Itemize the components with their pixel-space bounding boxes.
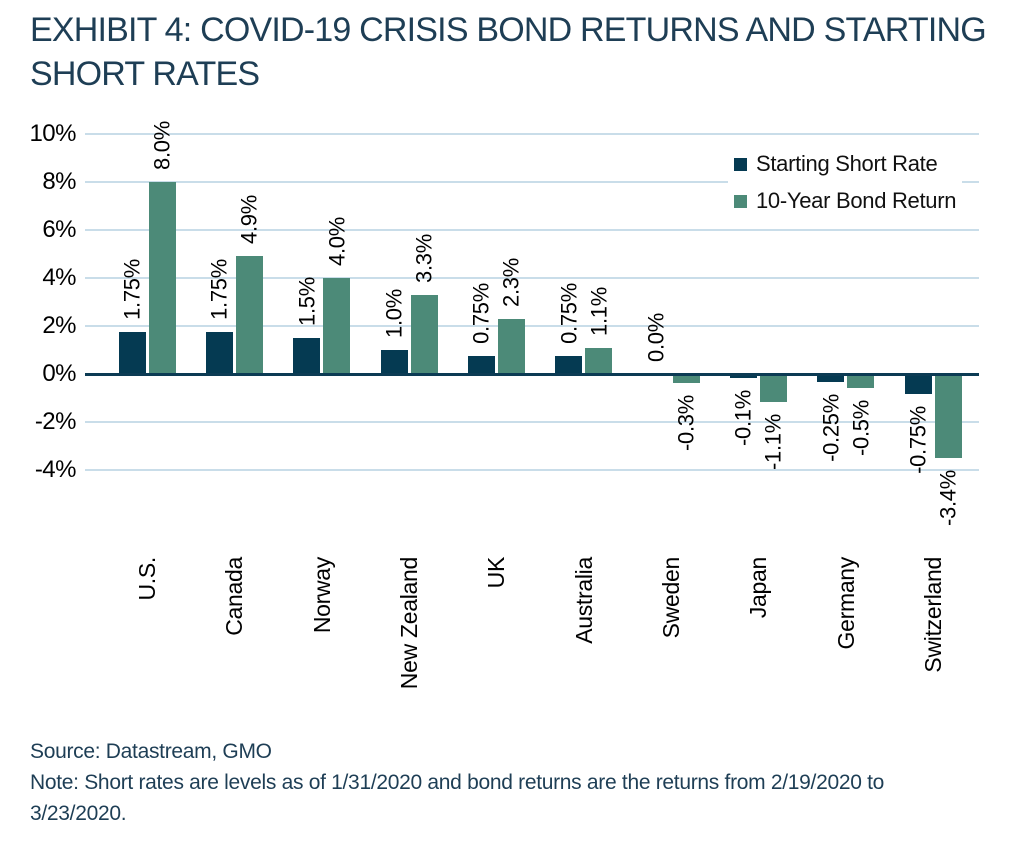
value-label-10-year-bond-return-japan: -1.1% bbox=[760, 414, 786, 471]
value-label-10-year-bond-return-sweden: -0.3% bbox=[673, 395, 699, 452]
category-label-new-zealand: New Zealand bbox=[396, 557, 423, 690]
bar-10-year-bond-return-switzerland bbox=[934, 376, 962, 458]
page-title: EXHIBIT 4: COVID-19 CRISIS BOND RETURNS … bbox=[30, 8, 1005, 96]
gridline-10% bbox=[85, 133, 979, 135]
y-tick-label: 4% bbox=[42, 264, 76, 291]
value-label-10-year-bond-return-germany: -0.5% bbox=[848, 400, 874, 456]
bar-starting-short-rate-new-zealand bbox=[380, 350, 408, 374]
value-label-starting-short-rate-germany: -0.25% bbox=[818, 394, 844, 462]
note-line2: 3/23/2020. bbox=[30, 802, 127, 825]
y-tick-label: -2% bbox=[34, 408, 77, 435]
bar-starting-short-rate-uk bbox=[467, 356, 495, 374]
value-label-10-year-bond-return-australia: 1.1% bbox=[586, 286, 612, 336]
category-label-switzerland: Switzerland bbox=[920, 557, 947, 673]
y-tick-label: 6% bbox=[42, 216, 76, 243]
value-label-starting-short-rate-sweden: 0.0% bbox=[643, 313, 669, 362]
category-label-australia: Australia bbox=[570, 557, 597, 644]
value-label-10-year-bond-return-norway: 4.0% bbox=[324, 217, 350, 266]
gridline--2% bbox=[85, 421, 979, 423]
bar-starting-short-rate-germany bbox=[817, 376, 845, 382]
bar-10-year-bond-return-sweden bbox=[672, 376, 700, 384]
bar-10-year-bond-return-uk bbox=[497, 318, 525, 374]
value-label-10-year-bond-return-u-s: 8.0% bbox=[149, 121, 175, 170]
value-label-starting-short-rate-uk: 0.75% bbox=[468, 283, 494, 344]
bar-10-year-bond-return-germany bbox=[847, 376, 875, 388]
value-label-10-year-bond-return-uk: 2.3% bbox=[498, 257, 524, 307]
gridline-8% bbox=[85, 181, 979, 183]
x-axis-line bbox=[85, 372, 979, 376]
gridline-4% bbox=[85, 277, 979, 279]
bar-starting-short-rate-norway bbox=[293, 338, 321, 374]
bar-10-year-bond-return-canada bbox=[235, 256, 263, 374]
bar-10-year-bond-return-new-zealand bbox=[410, 294, 438, 374]
value-label-starting-short-rate-australia: 0.75% bbox=[556, 283, 582, 344]
source-note: Source: Datastream, GMO Note: Short rate… bbox=[30, 736, 970, 829]
value-label-10-year-bond-return-new-zealand: 3.3% bbox=[411, 233, 437, 283]
gridline-2% bbox=[85, 325, 979, 327]
y-tick-label: 10% bbox=[29, 120, 76, 147]
value-label-starting-short-rate-japan: -0.1% bbox=[730, 390, 756, 447]
value-label-starting-short-rate-new-zealand: 1.0% bbox=[381, 289, 407, 338]
bar-starting-short-rate-canada bbox=[205, 332, 233, 374]
bar-starting-short-rate-u-s bbox=[118, 332, 146, 374]
y-tick-label: -4% bbox=[34, 456, 77, 483]
value-label-starting-short-rate-u-s: 1.75% bbox=[119, 259, 145, 320]
y-tick-label: 2% bbox=[42, 312, 76, 339]
category-label-uk: UK bbox=[483, 557, 510, 589]
legend-swatch-green-icon bbox=[734, 194, 747, 208]
value-label-starting-short-rate-switzerland: -0.75% bbox=[905, 406, 931, 474]
legend-item-starting-short-rate: Starting Short Rate bbox=[734, 149, 956, 179]
category-label-japan: Japan bbox=[745, 557, 772, 619]
gridline--4% bbox=[85, 469, 979, 471]
page-title-line1: EXHIBIT 4: COVID-19 CRISIS BOND RETURNS … bbox=[30, 11, 987, 49]
legend: Starting Short Rate 10-Year Bond Return bbox=[728, 144, 963, 224]
category-label-germany: Germany bbox=[832, 557, 859, 650]
value-label-10-year-bond-return-switzerland: -3.4% bbox=[935, 469, 961, 526]
note-line1: Note: Short rates are levels as of 1/31/… bbox=[30, 771, 885, 794]
gridline-6% bbox=[85, 229, 979, 231]
page-title-line2: SHORT RATES bbox=[30, 55, 260, 93]
category-label-sweden: Sweden bbox=[658, 557, 685, 639]
value-label-starting-short-rate-norway: 1.5% bbox=[294, 277, 320, 326]
value-label-starting-short-rate-canada: 1.75% bbox=[206, 259, 232, 320]
y-tick-label: 8% bbox=[42, 168, 76, 195]
bar-10-year-bond-return-japan bbox=[759, 376, 787, 403]
value-label-10-year-bond-return-canada: 4.9% bbox=[236, 195, 262, 245]
bar-10-year-bond-return-norway bbox=[323, 278, 351, 374]
category-label-norway: Norway bbox=[308, 557, 335, 634]
legend-swatch-navy-icon bbox=[734, 157, 747, 171]
bar-starting-short-rate-japan bbox=[729, 376, 757, 379]
bar-starting-short-rate-australia bbox=[555, 356, 583, 374]
source-line: Source: Datastream, GMO bbox=[30, 740, 272, 763]
category-label-u-s: U.S. bbox=[134, 557, 160, 601]
category-label-canada: Canada bbox=[221, 557, 248, 636]
legend-item-10-year-bond-return: 10-Year Bond Return bbox=[734, 186, 956, 216]
bar-10-year-bond-return-australia bbox=[585, 347, 613, 374]
legend-label-10-year-bond-return: 10-Year Bond Return bbox=[756, 188, 957, 213]
legend-label-starting-short-rate: Starting Short Rate bbox=[756, 151, 938, 176]
bar-starting-short-rate-switzerland bbox=[904, 376, 932, 394]
y-tick-label: 0% bbox=[42, 360, 76, 387]
bar-10-year-bond-return-u-s bbox=[148, 182, 176, 374]
